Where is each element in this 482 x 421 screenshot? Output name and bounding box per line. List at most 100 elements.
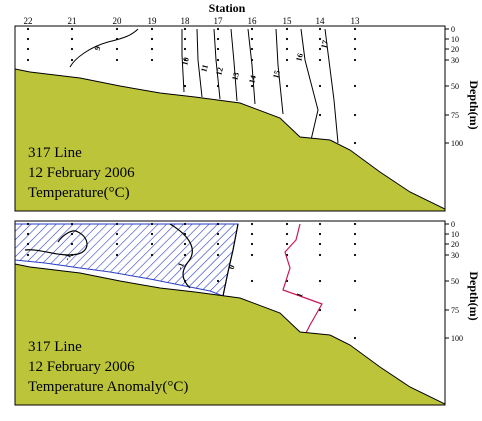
station-label-21: 21: [68, 16, 77, 26]
sample-point: [318, 242, 322, 246]
temperature-contour-line: [275, 28, 284, 115]
sample-point: [353, 47, 357, 51]
sample-point: [216, 279, 220, 283]
depth-tick-label: 20: [451, 240, 459, 249]
sample-point: [250, 222, 254, 226]
sample-point: [285, 84, 289, 88]
temperature-contour-line: [247, 28, 256, 105]
sample-point: [26, 242, 30, 246]
contour-label: 12: [214, 66, 225, 76]
sample-point: [285, 222, 289, 226]
sample-point: [285, 242, 289, 246]
anomaly-contour-line: [169, 223, 193, 289]
sample-point: [285, 27, 289, 31]
sample-point: [250, 27, 254, 31]
sample-point: [26, 253, 30, 257]
sample-point: [318, 222, 322, 226]
sample-point: [150, 253, 154, 257]
depth-tick-label: 20: [451, 45, 459, 54]
temperature-contour-line: [69, 28, 139, 68]
sample-point: [183, 84, 187, 88]
sample-point: [150, 37, 154, 41]
sample-point: [26, 47, 30, 51]
sample-point: [216, 232, 220, 236]
panel-border-top: [14, 25, 446, 212]
sample-point: [318, 27, 322, 31]
sample-point: [318, 47, 322, 51]
sample-point: [70, 47, 74, 51]
sample-point: [353, 232, 357, 236]
station-label-22: 22: [24, 16, 33, 26]
sample-point: [353, 27, 357, 31]
sample-point: [216, 47, 220, 51]
contour-label: 10: [180, 56, 191, 66]
temperature-contour-line: [230, 28, 238, 102]
depth-tick-label: 30: [451, 56, 459, 65]
sample-point: [216, 58, 220, 62]
station-label-19: 19: [148, 16, 158, 26]
temperature-contour-line: [300, 28, 319, 141]
variable-label-bottom: Temperature Anomaly(°C): [28, 379, 188, 395]
contour-label: 9: [93, 45, 103, 51]
station-tick-labels: 22 21 20 19 18 17 16 15 14 13: [24, 16, 361, 26]
sample-point: [70, 222, 74, 226]
sample-point: [318, 37, 322, 41]
sample-point: [318, 253, 322, 257]
sample-point: [250, 47, 254, 51]
sample-point: [318, 58, 322, 62]
sample-point: [250, 84, 254, 88]
depth-tick-label: 50: [451, 82, 459, 91]
anomaly-contour-line: [24, 230, 88, 256]
sample-point: [250, 279, 254, 283]
sample-point: [285, 58, 289, 62]
contour-label: 1: [295, 292, 305, 299]
line-label-bottom: 317 Line: [28, 339, 82, 355]
sample-point: [216, 27, 220, 31]
anomaly-contour-line: [222, 223, 239, 297]
sample-point: [318, 84, 322, 88]
contour-label: 14: [247, 74, 258, 84]
contour-label: 17: [319, 39, 330, 49]
sample-point: [26, 58, 30, 62]
sample-point: [353, 242, 357, 246]
sample-point: [150, 27, 154, 31]
contour-label: -1: [62, 252, 73, 261]
sample-point: [285, 47, 289, 51]
station-label-14: 14: [316, 16, 326, 26]
sample-point: [353, 84, 357, 88]
sample-point: [115, 253, 119, 257]
sample-point: [183, 58, 187, 62]
date-label-bottom: 12 February 2006: [28, 359, 135, 375]
sample-point: [318, 279, 322, 283]
sample-point: [26, 27, 30, 31]
seabed-bottom: [15, 263, 445, 405]
sample-point: [150, 232, 154, 236]
sample-point: [183, 242, 187, 246]
variable-label-top: Temperature(°C): [28, 185, 130, 201]
station-label-15: 15: [283, 16, 293, 26]
contour-label: 11: [199, 64, 210, 74]
date-label-top: 12 February 2006: [28, 165, 135, 181]
sample-point: [183, 47, 187, 51]
temperature-contour-line: [213, 28, 221, 100]
sample-point: [353, 141, 357, 145]
contour-label: 0: [227, 264, 237, 271]
depth-tick-label: 75: [451, 111, 459, 120]
depth-tick-label: 30: [451, 251, 459, 260]
depth-axis-label-top: Depth(m): [467, 80, 481, 129]
station-label-18: 18: [181, 16, 191, 26]
station-label-20: 20: [113, 16, 123, 26]
contour-label: 13: [230, 71, 241, 81]
sample-point: [70, 58, 74, 62]
sample-point: [216, 37, 220, 41]
depth-tick-label: 100: [451, 139, 463, 148]
sample-point: [115, 242, 119, 246]
sample-point: [353, 253, 357, 257]
sample-point: [183, 253, 187, 257]
depth-tick-label: 10: [451, 35, 459, 44]
